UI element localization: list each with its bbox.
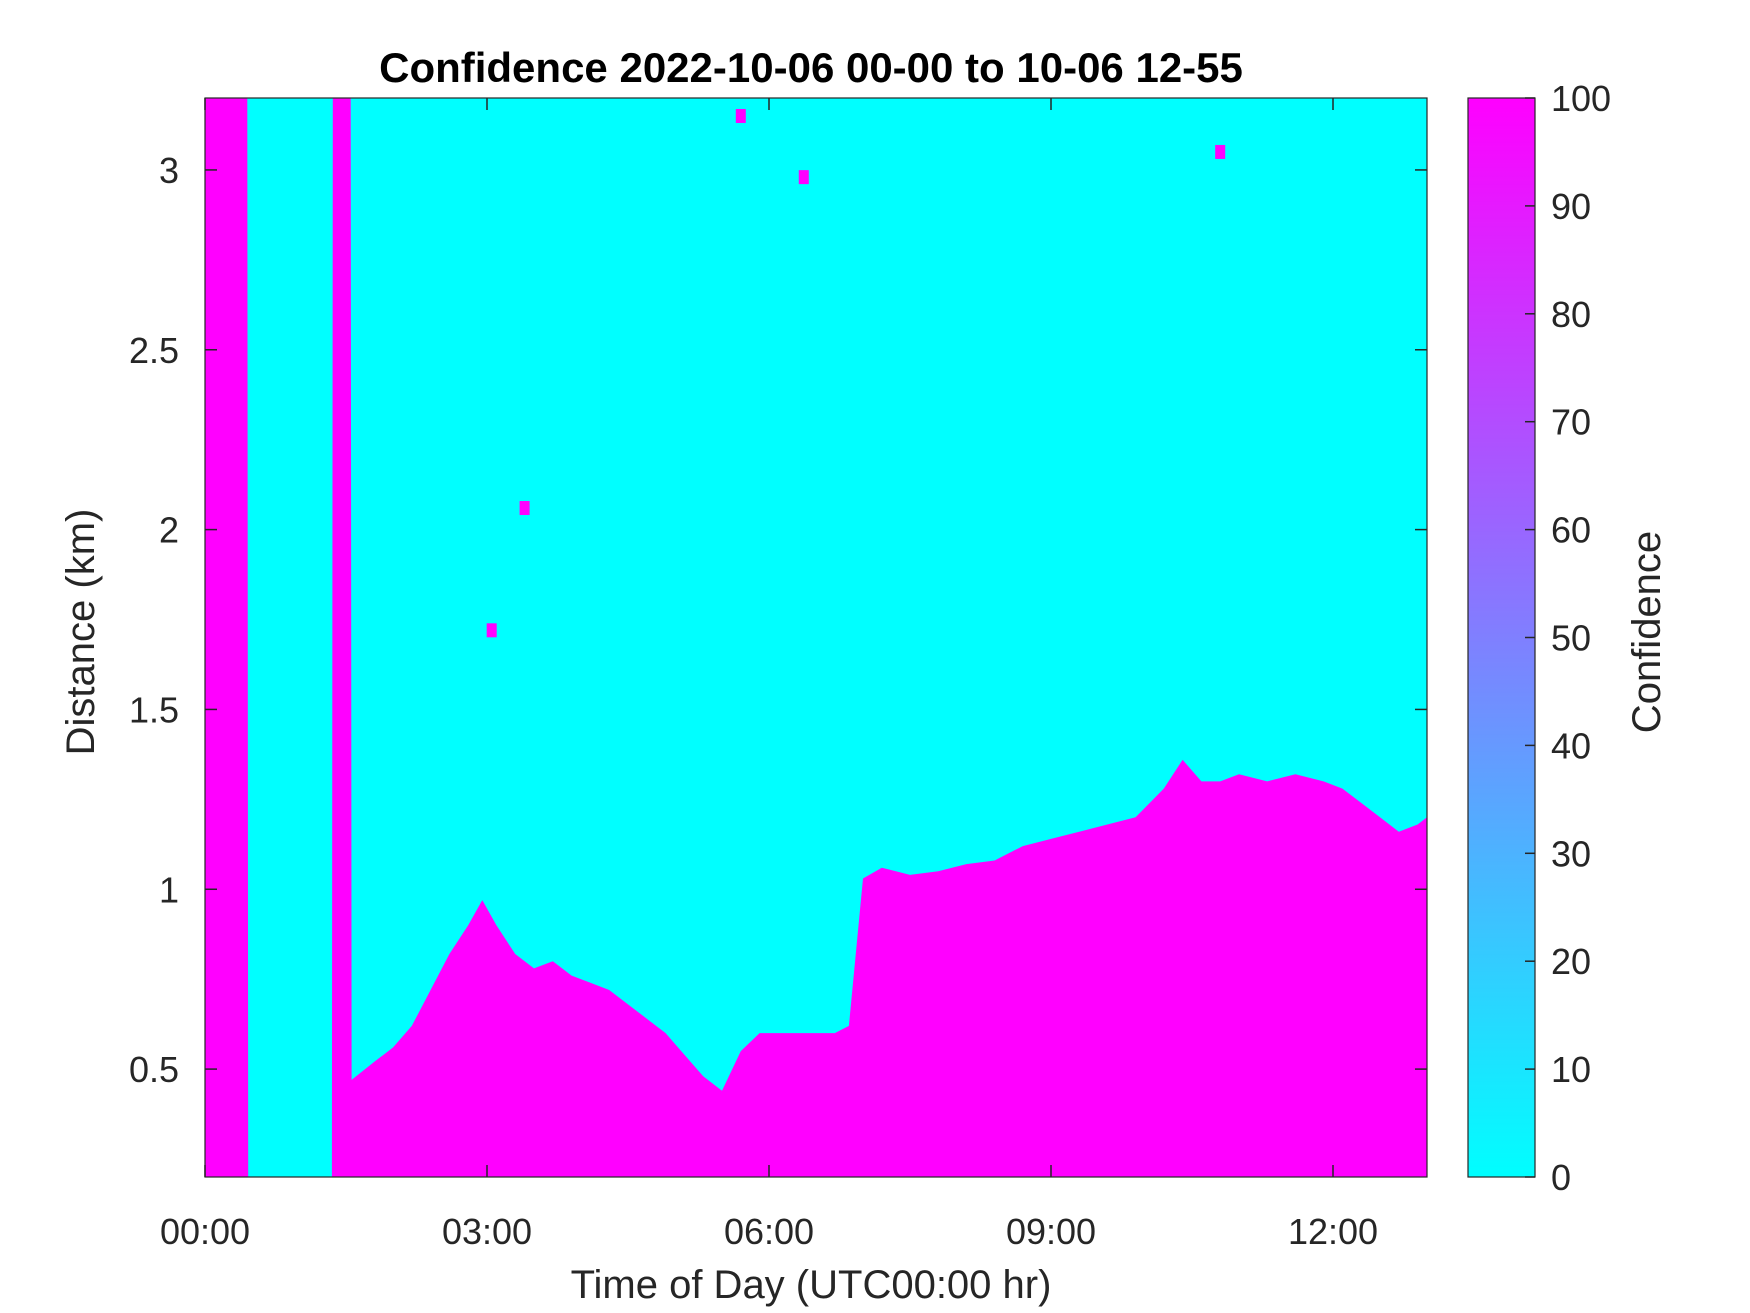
y-tick-label: 1.5 [129,689,179,730]
colorbar-label: Confidence [1625,531,1669,733]
colorbar-tick-label: 100 [1551,78,1611,119]
x-tick-label: 09:00 [1006,1211,1096,1252]
heatmap-cell [519,501,530,516]
y-axis-label: Distance (km) [59,509,103,756]
colorbar-tick-label: 90 [1551,186,1591,227]
x-axis-label: Time of Day (UTC00:00 hr) [571,1263,1052,1307]
x-tick-label: 03:00 [442,1211,532,1252]
colorbar-tick-label: 80 [1551,294,1591,335]
y-tick-label: 0.5 [129,1049,179,1090]
y-tick-label: 3 [159,150,179,191]
colorbar-tick-label: 40 [1551,725,1591,766]
colorbar-tick-label: 0 [1551,1157,1571,1198]
heatmap-cell [1215,144,1226,159]
y-tick-label: 1 [159,869,179,910]
colorbar-tick-label: 50 [1551,618,1591,659]
colorbar-tick-label: 60 [1551,510,1591,551]
colorbar-tick-label: 10 [1551,1049,1591,1090]
plot-area [205,98,1427,1177]
x-tick-label: 00:00 [160,1211,250,1252]
y-tick-label: 2 [159,510,179,551]
colorbar: 0 10 20 30 40 50 60 70 80 90 100 [1467,78,1611,1198]
colorbar-tick-label: 70 [1551,402,1591,443]
x-tick-label: 06:00 [724,1211,814,1252]
heatmap-cell [735,108,746,123]
heatmap-cell [486,623,497,638]
heatmap-high-confidence-region [205,98,1427,1177]
chart-title: Confidence 2022-10-06 00-00 to 10-06 12-… [379,44,1243,91]
colorbar-tick-label: 30 [1551,833,1591,874]
axes: 00:00 03:00 06:00 09:00 12:00 0.5 1 1.5 2 2.5 3 [129,97,1428,1252]
colorbar-scale [1467,97,1536,1178]
plot-frame [204,97,1428,1178]
y-tick-label: 2.5 [129,330,179,371]
heatmap-cell [798,170,809,185]
x-tick-label: 12:00 [1288,1211,1378,1252]
colorbar-tick-label: 20 [1551,941,1591,982]
